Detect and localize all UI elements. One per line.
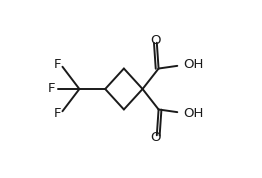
- Text: OH: OH: [183, 58, 204, 72]
- Text: F: F: [53, 106, 61, 120]
- Text: OH: OH: [183, 106, 204, 120]
- Text: O: O: [150, 131, 161, 145]
- Text: O: O: [150, 33, 161, 47]
- Text: F: F: [48, 82, 56, 96]
- Text: F: F: [53, 58, 61, 72]
